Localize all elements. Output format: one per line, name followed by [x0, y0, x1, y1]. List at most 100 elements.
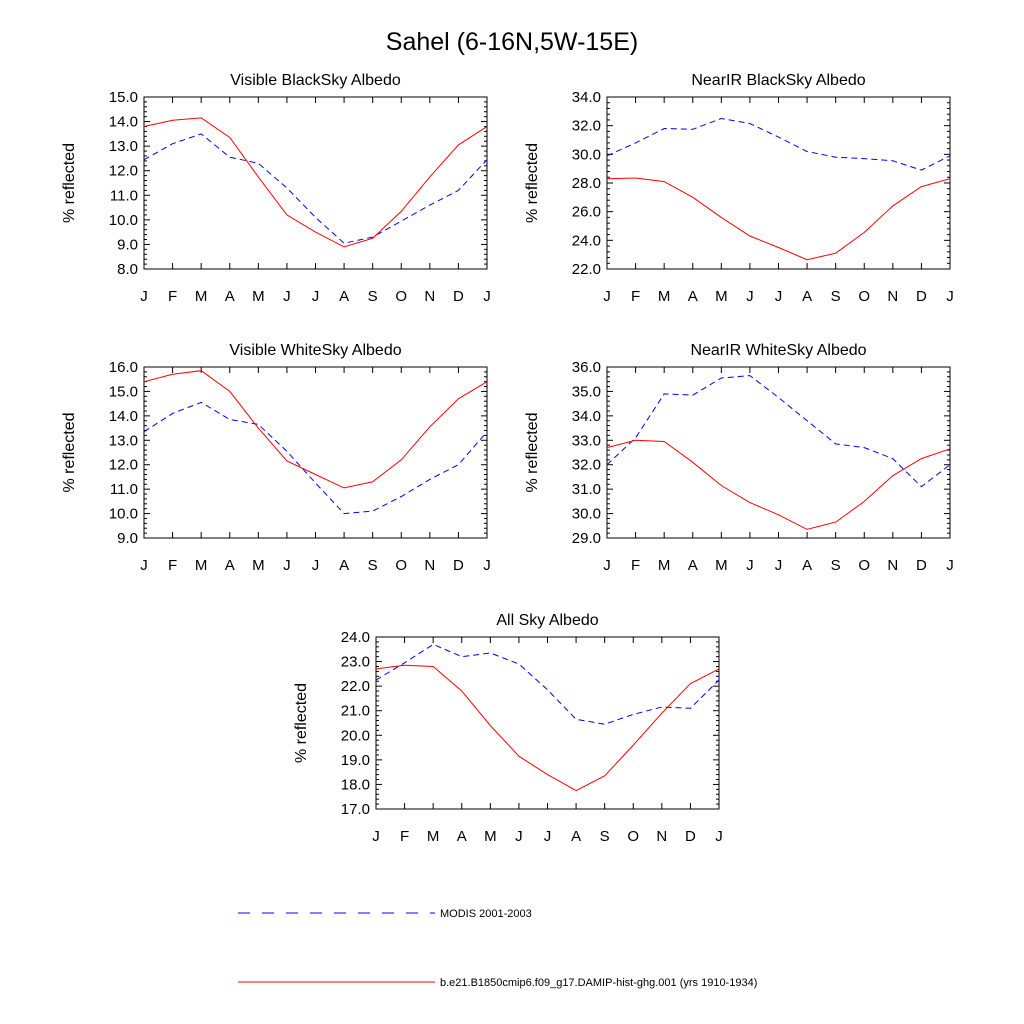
panels-group: Visible BlackSky Albedo % reflected 8.0 9.0… — [61, 72, 954, 845]
y-axis-label: % reflected — [61, 143, 78, 223]
y-tick-label: 13.0 — [109, 138, 138, 155]
y-tick-label: 32.0 — [572, 457, 601, 474]
x-tick-label: A — [688, 288, 698, 305]
y-tick-label: 24.0 — [572, 232, 601, 249]
plot-frame — [143, 366, 488, 539]
y-tick-label: 19.0 — [341, 752, 370, 769]
y-tick-label: 15.0 — [109, 89, 138, 106]
y-axis-label: % reflected — [524, 143, 541, 223]
y-tick-label: 16.0 — [109, 359, 138, 376]
y-tick-label: 30.0 — [572, 146, 601, 163]
x-tick-label: J — [946, 288, 954, 305]
y-tick-label: 35.0 — [572, 383, 601, 400]
x-tick-label: J — [283, 557, 291, 574]
y-tick-label: 22.0 — [572, 261, 601, 278]
x-tick-label: M — [715, 557, 728, 574]
y-tick-label: 14.0 — [109, 114, 138, 131]
series-line-model — [606, 177, 951, 261]
x-tick-label: O — [627, 828, 639, 845]
x-tick-label: J — [603, 557, 611, 574]
x-tick-label: S — [368, 288, 378, 305]
y-tick-label: 12.0 — [109, 457, 138, 474]
panel-title: NearIR WhiteSky Albedo — [690, 342, 866, 359]
figure-title: Sahel (6-16N,5W-15E) — [386, 28, 638, 56]
y-tick-label: 10.0 — [109, 506, 138, 523]
y-axis-label: % reflected — [293, 683, 310, 763]
series-line-model — [375, 664, 720, 792]
series-line-model — [606, 439, 951, 530]
x-tick-label: M — [252, 288, 265, 305]
x-tick-label: J — [746, 557, 754, 574]
x-tick-label: S — [600, 828, 610, 845]
x-tick-label: J — [312, 288, 320, 305]
x-tick-label: J — [746, 288, 754, 305]
series-line-modis — [606, 117, 951, 171]
x-tick-label: A — [571, 828, 581, 845]
x-tick-label: A — [225, 288, 235, 305]
x-tick-label: A — [457, 828, 467, 845]
x-tick-label: J — [544, 828, 552, 845]
x-tick-label: J — [283, 288, 291, 305]
x-tick-label: D — [916, 288, 927, 305]
x-tick-label: A — [802, 288, 812, 305]
y-tick-label: 32.0 — [572, 118, 601, 135]
series-line-model — [143, 117, 488, 248]
x-tick-label: J — [715, 828, 723, 845]
y-tick-label: 24.0 — [341, 629, 370, 646]
y-tick-label: 17.0 — [341, 801, 370, 818]
panel-title: NearIR BlackSky Albedo — [691, 72, 865, 89]
x-tick-label: F — [631, 557, 640, 574]
x-tick-label: S — [368, 557, 378, 574]
y-tick-label: 14.0 — [109, 408, 138, 425]
series-line-modis — [143, 133, 488, 244]
y-tick-label: 20.0 — [341, 727, 370, 744]
legend-label-modis: MODIS 2001-2003 — [440, 908, 532, 920]
plot-frame — [143, 96, 488, 270]
x-tick-label: J — [140, 557, 148, 574]
x-tick-label: S — [831, 557, 841, 574]
x-tick-label: S — [831, 288, 841, 305]
panel-title: Visible WhiteSky Albedo — [229, 342, 401, 359]
y-tick-label: 28.0 — [572, 175, 601, 192]
x-tick-label: J — [775, 288, 783, 305]
panel-title: Visible BlackSky Albedo — [230, 72, 401, 89]
x-tick-label: M — [427, 828, 440, 845]
x-tick-label: D — [453, 557, 464, 574]
x-tick-label: D — [916, 557, 927, 574]
x-tick-label: O — [858, 288, 870, 305]
y-tick-label: 31.0 — [572, 481, 601, 498]
y-tick-label: 18.0 — [341, 776, 370, 793]
y-tick-label: 34.0 — [572, 89, 601, 106]
x-tick-label: A — [339, 557, 349, 574]
x-tick-label: N — [887, 557, 898, 574]
x-tick-label: M — [195, 557, 208, 574]
series-line-model — [143, 370, 488, 489]
y-tick-label: 30.0 — [572, 506, 601, 523]
y-tick-label: 13.0 — [109, 432, 138, 449]
chart-panel-2: NearIR BlackSky Albedo % reflected 22.0 24.… — [524, 72, 954, 305]
plot-frame — [606, 96, 951, 270]
y-tick-label: 26.0 — [572, 204, 601, 221]
x-tick-label: F — [400, 828, 409, 845]
x-tick-label: D — [453, 288, 464, 305]
x-tick-label: A — [225, 557, 235, 574]
plot-frame — [606, 366, 951, 539]
y-tick-label: 10.0 — [109, 212, 138, 229]
x-tick-label: J — [483, 557, 491, 574]
x-tick-label: O — [395, 288, 407, 305]
x-tick-label: J — [372, 828, 380, 845]
x-tick-label: M — [484, 828, 497, 845]
y-axis-label: % reflected — [61, 412, 78, 492]
y-tick-label: 21.0 — [341, 703, 370, 720]
x-tick-label: A — [802, 557, 812, 574]
x-tick-label: M — [658, 288, 671, 305]
y-tick-label: 23.0 — [341, 654, 370, 671]
y-tick-label: 11.0 — [110, 481, 138, 498]
x-tick-label: D — [685, 828, 696, 845]
y-tick-label: 15.0 — [109, 383, 138, 400]
y-tick-label: 9.0 — [117, 530, 138, 547]
x-tick-label: J — [603, 288, 611, 305]
x-tick-label: J — [312, 557, 320, 574]
x-tick-label: A — [688, 557, 698, 574]
